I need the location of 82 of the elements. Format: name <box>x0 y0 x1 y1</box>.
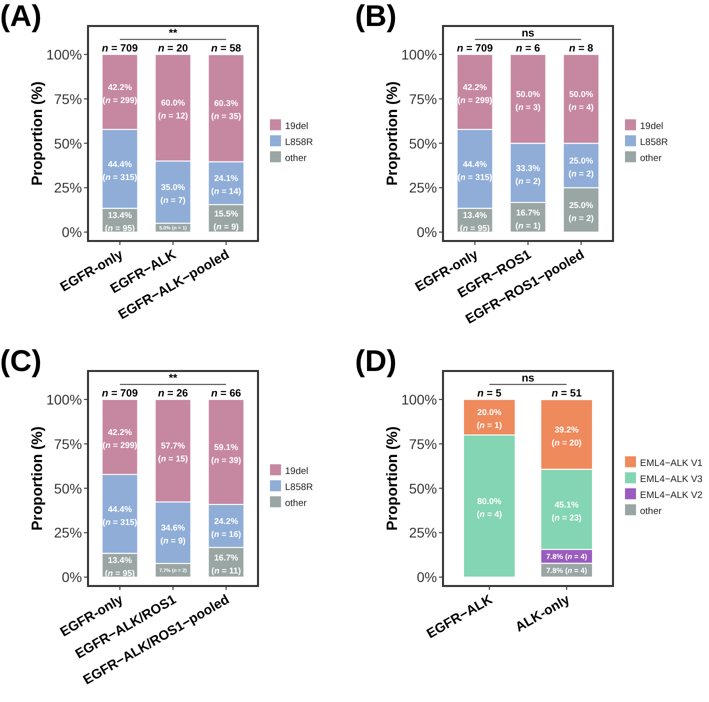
y-tick-label: 0% <box>62 569 82 586</box>
data-label: 50.0% (n = 4) <box>568 88 594 112</box>
chart-title: (C) <box>0 345 42 378</box>
y-tick-label: 25% <box>408 180 437 196</box>
legend-label: other <box>285 498 307 509</box>
y-tick-label: 50% <box>408 135 437 152</box>
y-tick-label: 0% <box>62 224 82 240</box>
y-tick-label: 25% <box>408 524 437 541</box>
legend-label: EML4−ALK V3 <box>640 474 703 485</box>
chart-title: (B) <box>355 0 397 33</box>
data-label: 60.3% (n = 35) <box>211 98 242 122</box>
legend-label: EML4−ALK V1 <box>640 458 703 469</box>
annotation: ** <box>168 27 178 40</box>
y-axis-title: Proportion (%) <box>384 426 401 531</box>
y-tick-label: 25% <box>54 180 82 196</box>
data-label: 16.7% (n = 11) <box>211 552 242 576</box>
annotation: n = 26 <box>158 387 188 400</box>
data-label: 25.0% (n = 2) <box>568 155 594 178</box>
data-label: 16.7% (n = 1) <box>515 207 541 230</box>
y-tick-label: 0% <box>416 569 437 586</box>
legend-label: L858R <box>285 136 314 148</box>
legend-label: 19del <box>285 466 308 477</box>
legend-label: 19del <box>640 120 664 132</box>
y-tick-label: 75% <box>408 90 437 107</box>
legend-label: 19del <box>285 120 308 132</box>
annotation: ns <box>522 372 534 384</box>
annotation: n = 20 <box>158 42 188 54</box>
y-tick-label: 0% <box>416 224 437 240</box>
y-tick-label: 75% <box>54 436 82 452</box>
annotation: ** <box>168 372 178 384</box>
annotation: n = 709 <box>456 42 493 54</box>
y-tick-label: 75% <box>54 90 82 107</box>
data-label: 59.1% (n = 39) <box>211 442 242 465</box>
data-label: 60.0% (n = 12) <box>158 98 188 121</box>
y-tick-label: 25% <box>54 524 82 541</box>
data-label: 80.0% (n = 4) <box>476 496 502 520</box>
y-tick-label: 75% <box>408 436 437 452</box>
data-label: 45.1% (n = 23) <box>552 499 582 522</box>
chart-title: (D) <box>355 345 397 378</box>
data-label: 25.0% (n = 2) <box>568 200 594 223</box>
y-axis-title: Proportion (%) <box>29 81 46 186</box>
y-tick-label: 50% <box>54 135 82 152</box>
data-label: 42.2% (n = 299) <box>102 82 138 105</box>
data-label: 57.7% (n = 15) <box>158 440 188 464</box>
chart-title: (A) <box>0 0 42 33</box>
data-label: 44.4% (n = 315) <box>458 158 492 182</box>
y-tick-label: 50% <box>54 480 82 496</box>
data-label: 24.2% (n = 16) <box>211 516 242 539</box>
annotation: n = 8 <box>569 42 594 54</box>
legend-label: EML4−ALK V2 <box>640 490 703 501</box>
data-label: 34.6% (n = 9) <box>160 522 186 546</box>
y-tick-label: 100% <box>46 391 82 408</box>
annotation: ns <box>522 27 534 40</box>
y-axis-title: Proportion (%) <box>384 81 401 186</box>
data-label: 24.1% (n = 14) <box>211 173 242 196</box>
data-label: 35.0% (n = 7) <box>160 182 186 206</box>
y-tick-label: 100% <box>46 46 82 62</box>
data-label: 33.3% (n = 2) <box>515 162 541 186</box>
y-tick-label: 100% <box>401 391 437 408</box>
data-label: 50.0% (n = 3) <box>515 88 541 112</box>
legend-label: other <box>285 152 307 164</box>
data-label: 20.0% (n = 1) <box>476 407 502 430</box>
data-label: 15.5% (n = 9) <box>213 208 239 232</box>
data-label: 44.4% (n = 315) <box>102 504 138 527</box>
annotation: n = 6 <box>516 42 540 54</box>
annotation: n = 709 <box>102 42 138 54</box>
y-tick-label: 100% <box>401 46 437 62</box>
annotation: n = 58 <box>211 42 242 54</box>
data-label: 44.4% (n = 315) <box>102 158 138 182</box>
data-label: 39.2% (n = 20) <box>552 424 582 448</box>
annotation: n = 709 <box>102 387 138 400</box>
legend-label: L858R <box>285 482 314 493</box>
legend-label: other <box>640 506 662 517</box>
y-axis-title: Proportion (%) <box>29 426 46 531</box>
data-label: 42.2% (n = 299) <box>458 82 492 105</box>
annotation: n = 51 <box>552 387 582 400</box>
data-label: 42.2% (n = 299) <box>102 426 138 450</box>
legend-label: L858R <box>640 136 668 148</box>
annotation: n = 66 <box>211 387 242 400</box>
annotation: n = 5 <box>477 387 502 400</box>
y-tick-label: 50% <box>408 480 437 496</box>
legend-label: other <box>640 152 662 164</box>
